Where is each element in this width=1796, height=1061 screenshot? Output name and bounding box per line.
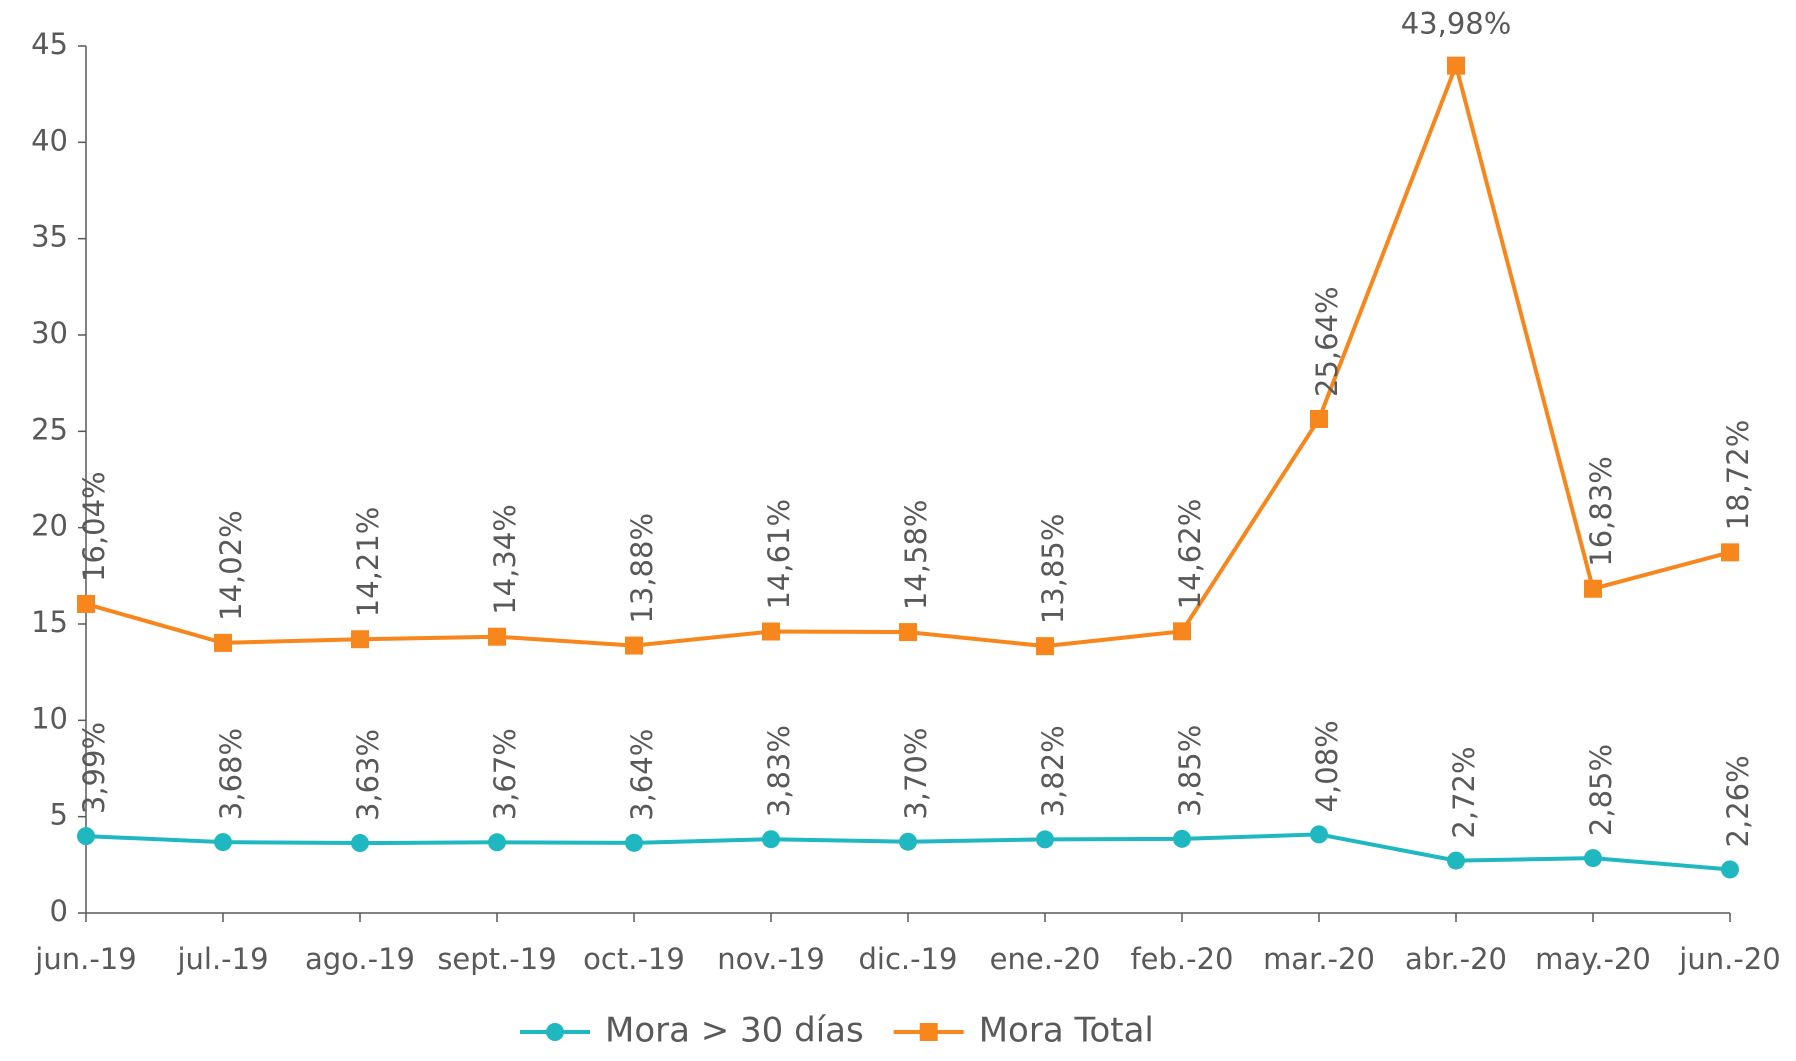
data-label: 14,02%	[214, 510, 248, 621]
data-label: 3,67%	[488, 728, 522, 820]
x-tick-label: nov.-19	[717, 942, 825, 976]
point	[214, 633, 232, 652]
point	[1173, 829, 1191, 848]
point	[214, 833, 232, 852]
point	[351, 630, 369, 649]
point	[899, 623, 917, 642]
x-tick-label: jul.-19	[176, 942, 268, 976]
point	[1721, 860, 1739, 879]
data-label: 14,58%	[899, 500, 933, 611]
data-label: 2,26%	[1721, 755, 1755, 847]
data-label: 2,72%	[1447, 746, 1481, 838]
point	[546, 1023, 564, 1041]
y-tick-label: 45	[31, 27, 68, 61]
point	[1310, 410, 1328, 429]
y-tick-label: 30	[31, 316, 68, 350]
point	[488, 833, 506, 852]
data-label: 3,70%	[899, 728, 933, 820]
point	[1173, 622, 1191, 641]
x-tick-label: sept.-19	[437, 942, 556, 976]
point	[1584, 849, 1602, 868]
point	[899, 832, 917, 851]
point	[351, 834, 369, 853]
data-label: 3,63%	[351, 729, 385, 821]
x-tick-label: mar.-20	[1263, 942, 1375, 976]
point	[919, 1023, 938, 1041]
data-label: 43,98%	[1401, 7, 1512, 41]
point	[625, 636, 643, 655]
legend-label: Mora Total	[979, 1011, 1154, 1051]
point	[488, 627, 506, 646]
x-tick-label: feb.-20	[1130, 942, 1233, 976]
x-tick-label: oct.-19	[583, 942, 685, 976]
y-tick-label: 0	[50, 894, 68, 928]
x-tick-label: ene.-20	[990, 942, 1101, 976]
point	[1721, 543, 1739, 562]
point	[625, 833, 643, 852]
data-label: 14,34%	[488, 504, 522, 615]
x-tick-label: jun.-20	[1678, 942, 1780, 976]
data-label: 14,61%	[762, 499, 796, 610]
data-label: 13,88%	[625, 513, 659, 624]
y-tick-label: 5	[50, 798, 68, 832]
data-label: 16,04%	[77, 471, 111, 582]
y-tick-label: 15	[31, 605, 68, 639]
point	[1036, 830, 1054, 849]
point	[762, 830, 780, 849]
x-tick-label: may.-20	[1535, 942, 1651, 976]
data-label: 3,82%	[1036, 725, 1070, 817]
point	[77, 594, 95, 613]
data-label: 14,62%	[1173, 499, 1207, 610]
x-tick-label: ago.-19	[305, 942, 415, 976]
point	[762, 622, 780, 641]
point	[1447, 56, 1465, 75]
point	[77, 827, 95, 846]
x-tick-label: jun.-19	[34, 942, 136, 976]
x-tick-label: dic.-19	[859, 942, 958, 976]
data-label: 14,21%	[351, 507, 385, 618]
data-label: 4,08%	[1310, 720, 1344, 812]
data-label: 13,85%	[1036, 514, 1070, 625]
data-label: 3,68%	[214, 728, 248, 820]
data-label: 3,83%	[762, 725, 796, 817]
data-label: 25,64%	[1310, 286, 1344, 397]
data-label: 3,64%	[625, 729, 659, 821]
y-tick-label: 10	[31, 701, 68, 735]
point	[1310, 825, 1328, 844]
y-tick-label: 25	[31, 412, 68, 446]
point	[1447, 851, 1465, 870]
data-label: 3,99%	[77, 722, 111, 814]
y-tick-label: 40	[31, 123, 68, 157]
x-tick-label: abr.-20	[1405, 942, 1507, 976]
data-label: 3,85%	[1173, 725, 1207, 817]
y-tick-label: 35	[31, 220, 68, 254]
data-label: 2,85%	[1584, 744, 1618, 836]
y-tick-label: 20	[31, 509, 68, 543]
point	[1036, 637, 1054, 656]
legend-label: Mora > 30 días	[605, 1011, 864, 1051]
point	[1584, 579, 1602, 598]
data-label: 18,72%	[1721, 420, 1755, 531]
data-label: 16,83%	[1584, 456, 1618, 567]
